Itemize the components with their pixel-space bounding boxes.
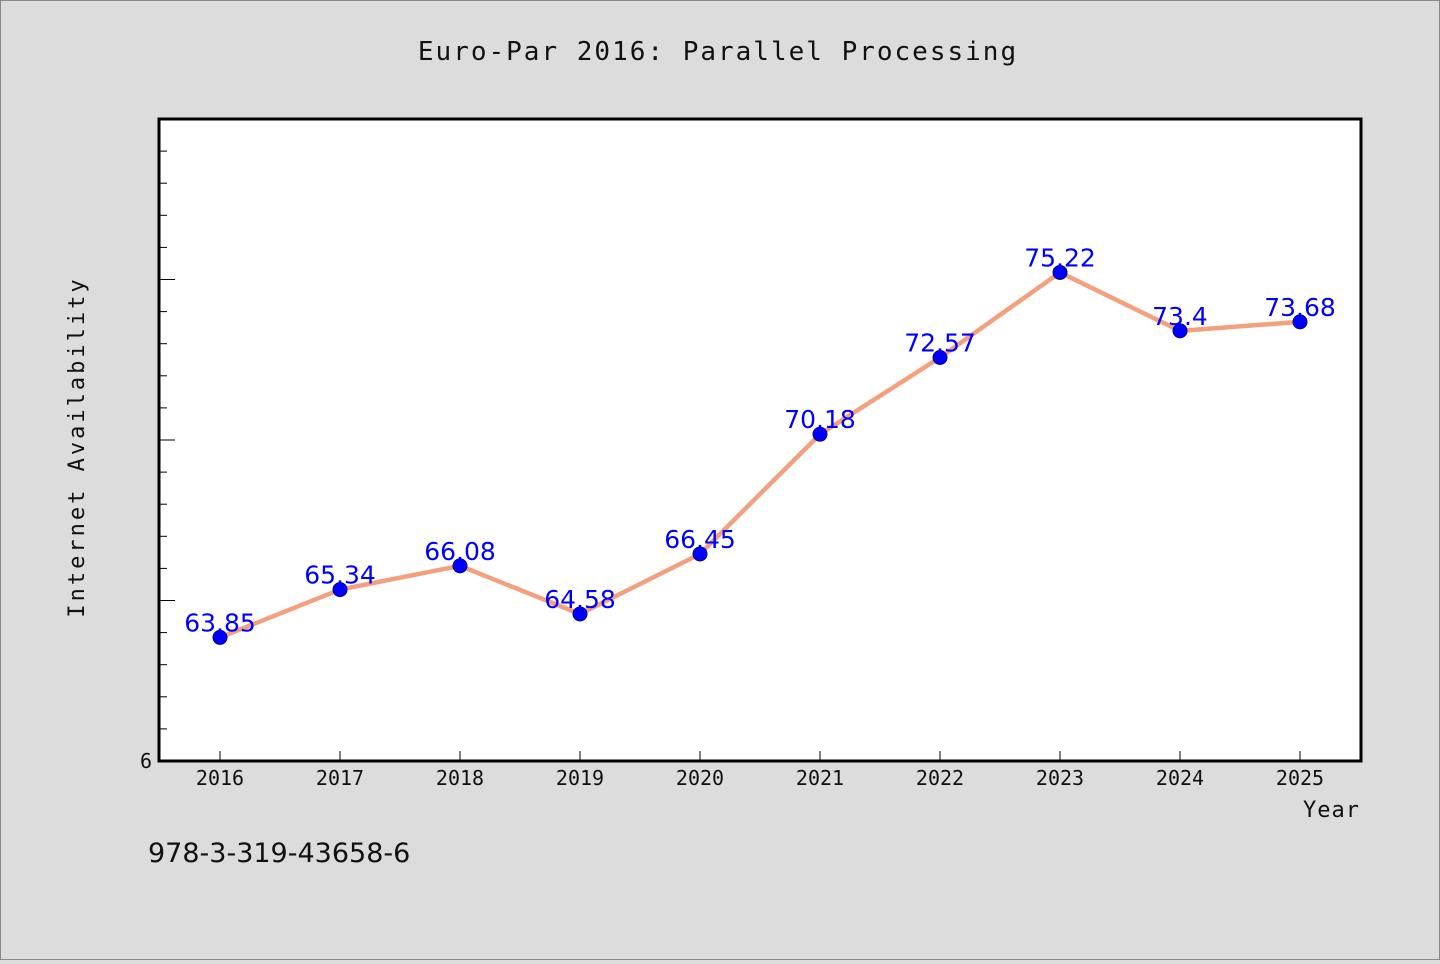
y-axis-ticks: 6 — [140, 150, 175, 773]
data-labels-layer: 63.85 65.34 66.08 64.58 66.45 70.18 72.57 75.22… — [184, 243, 1336, 637]
y-axis-label: Internet Availability — [65, 276, 90, 617]
data-point — [1052, 264, 1068, 280]
data-label: 73.4 — [1152, 302, 1208, 331]
y-tick-label: 6 — [140, 749, 152, 773]
data-point — [452, 558, 468, 574]
data-label: 66.08 — [424, 537, 496, 566]
x-tick-label: 2023 — [1036, 766, 1084, 790]
data-point — [572, 606, 588, 622]
data-label: 75.22 — [1024, 243, 1096, 272]
x-tick-label: 2021 — [796, 766, 844, 790]
data-label: 63.85 — [184, 608, 256, 637]
x-tick-label: 2018 — [436, 766, 484, 790]
series-layer — [212, 264, 1308, 645]
x-axis-ticks: 2016 2017 2018 2019 2020 2021 2022 2023 2024 2025 — [196, 751, 1324, 790]
data-label: 73.68 — [1264, 293, 1336, 322]
data-point — [212, 629, 228, 645]
x-tick-label: 2017 — [316, 766, 364, 790]
data-point — [692, 546, 708, 562]
data-point — [1292, 314, 1308, 330]
data-label: 70.18 — [784, 405, 856, 434]
x-tick-label: 2020 — [676, 766, 724, 790]
data-label: 72.57 — [904, 329, 976, 358]
x-tick-label: 2016 — [196, 766, 244, 790]
plot-area — [157, 117, 1363, 763]
isbn-footnote: 978-3-319-43658-6 — [148, 838, 410, 869]
x-axis-label: Year — [1303, 798, 1360, 823]
data-point — [1172, 323, 1188, 339]
data-label: 65.34 — [304, 561, 376, 590]
data-point — [332, 582, 348, 598]
x-tick-label: 2022 — [916, 766, 964, 790]
data-point — [812, 426, 828, 442]
chart-title: Euro-Par 2016: Parallel Processing — [418, 37, 1018, 67]
data-label: 64.58 — [544, 585, 616, 614]
series-line — [217, 270, 1303, 640]
x-tick-label: 2019 — [556, 766, 604, 790]
x-tick-label: 2025 — [1276, 766, 1324, 790]
data-label: 66.45 — [664, 525, 736, 554]
data-point — [932, 350, 948, 366]
x-tick-label: 2024 — [1156, 766, 1204, 790]
